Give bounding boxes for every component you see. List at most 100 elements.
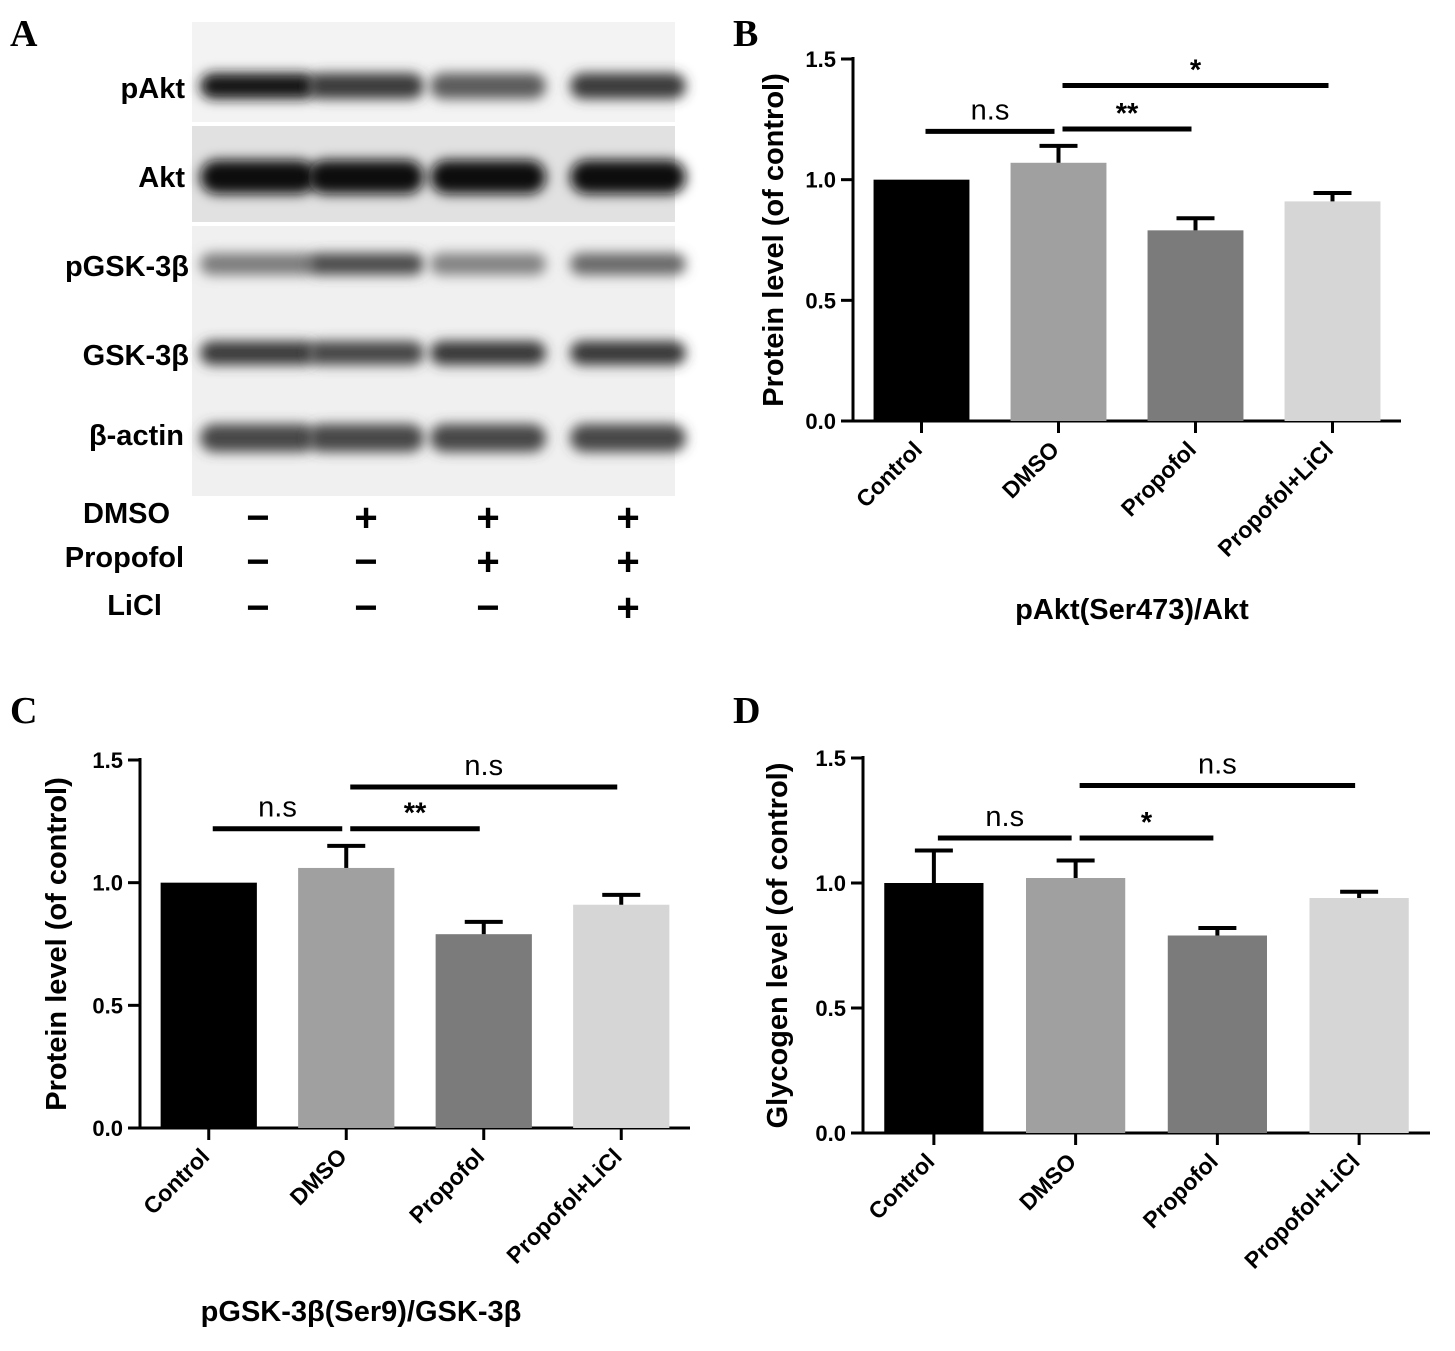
blot-band-actin-lane-4 <box>570 424 686 452</box>
blot-band-akt-lane-2 <box>308 160 424 194</box>
chart-d-category-label-dmso: DMSO <box>1014 1148 1081 1215</box>
blot-band-akt-lane-4 <box>570 160 686 194</box>
band-label-pgsk3b: pGSK-3β <box>65 251 189 283</box>
chart-b-x-axis-title: pAkt(Ser473)/Akt <box>1015 594 1249 626</box>
blot-band-pgsk-3-lane-3 <box>430 253 546 275</box>
bar-chart-c: C 0.0 0.5 1.0 1.5 Protein level (of control)… <box>10 690 690 1328</box>
chart-c-y-axis-title: Protein level (of control) <box>41 777 73 1111</box>
chart-b-bar-dmso <box>1010 162 1107 422</box>
panel-label-d: D <box>733 690 760 732</box>
chart-b-category-label-propofol: Propofol <box>1116 436 1201 521</box>
chart-b-bar-control <box>873 179 970 421</box>
chart-c-bar-control <box>160 882 257 1128</box>
treatment-label-propofol: Propofol <box>65 542 184 574</box>
chart-b-category-label-dmso: DMSO <box>997 436 1064 503</box>
chart-c-significance-label-1: ** <box>404 798 427 830</box>
chart-d-ytick-label-0: 0.0 <box>815 1121 846 1146</box>
membrane-strip-pakt <box>192 22 675 122</box>
treatment-signs: − + + +− − + +− − − + <box>246 496 639 630</box>
chart-c-significance-label-0: n.s <box>258 792 297 824</box>
chart-d-bar-propofol <box>1167 935 1267 1133</box>
blot-band-gsk-3-lane-4 <box>570 341 686 365</box>
chart-c-bar-dmso <box>298 867 395 1128</box>
sign-licl-lane-2: − <box>354 586 377 630</box>
chart-c-category-label-propofol-licl: Propofol+LiCl <box>501 1143 626 1268</box>
panel-label-a: A <box>10 13 38 55</box>
chart-d-category-label-control: Control <box>863 1148 939 1224</box>
band-label-beta-actin: β-actin <box>89 420 184 452</box>
chart-b-significance-label-0: n.s <box>971 94 1010 126</box>
sign-licl-lane-3: − <box>476 586 499 630</box>
chart-c-bar-propofol <box>435 934 532 1128</box>
band-label-gsk3b: GSK-3β <box>83 340 189 372</box>
treatment-label-licl: LiCl <box>107 590 162 622</box>
chart-d-significance-label-1: * <box>1141 807 1153 839</box>
chart-c-category-label-dmso: DMSO <box>285 1143 352 1210</box>
panel-label-b: B <box>733 13 758 55</box>
blot-band-gsk-3-lane-1 <box>200 341 316 365</box>
chart-b-y-axis-title: Protein level (of control) <box>758 73 790 407</box>
blot-band-pakt-lane-4 <box>570 73 686 99</box>
blot-band-pgsk-3-lane-4 <box>570 253 686 275</box>
treatment-table: DMSO Propofol LiCl <box>65 498 184 622</box>
chart-d-bar-propofol-licl <box>1309 898 1409 1133</box>
chart-c-x-axis-title: pGSK-3β(Ser9)/GSK-3β <box>201 1296 522 1328</box>
sign-propofol-lane-2: − <box>354 540 377 584</box>
band-label-akt: Akt <box>138 162 185 194</box>
blot-band-gsk-3-lane-3 <box>430 341 546 365</box>
blot-band-actin-lane-3 <box>430 424 546 452</box>
band-label-pakt: pAkt <box>121 73 186 105</box>
chart-b-significance-label-2: * <box>1190 55 1202 87</box>
sign-propofol-lane-4: + <box>616 540 639 584</box>
chart-c-ytick-label-1: 0.5 <box>92 993 123 1018</box>
western-blot-panel: A pAkt Akt pGSK-3β GSK-3β β-actin DMSO P… <box>10 13 686 630</box>
sign-dmso-lane-4: + <box>616 496 639 540</box>
chart-b-significance-label-1: ** <box>1116 98 1139 130</box>
sign-dmso-lane-2: + <box>354 496 377 540</box>
sign-licl-lane-4: + <box>616 586 639 630</box>
chart-b-ytick-label-3: 1.5 <box>805 47 836 72</box>
chart-b-ytick-label-1: 0.5 <box>805 288 836 313</box>
chart-c-plot: 0.0 0.5 1.0 1.5 Protein level (of control) Co… <box>41 748 690 1328</box>
sign-propofol-lane-1: − <box>246 540 269 584</box>
chart-d-plot: 0.0 0.5 1.0 1.5 Glycogen level (of control) C… <box>762 746 1430 1274</box>
blot-bands <box>200 73 686 452</box>
chart-d-category-label-propofol-licl: Propofol+LiCl <box>1239 1148 1364 1273</box>
chart-d-ytick-label-1: 0.5 <box>815 996 846 1021</box>
sign-propofol-lane-3: + <box>476 540 499 584</box>
chart-b-category-label-propofol-licl: Propofol+LiCl <box>1213 436 1338 561</box>
blot-band-actin-lane-1 <box>200 424 316 452</box>
chart-d-ytick-label-3: 1.5 <box>815 746 846 771</box>
panel-label-c: C <box>10 690 37 732</box>
chart-b-category-label-control: Control <box>851 436 927 512</box>
blot-band-pakt-lane-3 <box>430 73 546 99</box>
blot-band-akt-lane-1 <box>200 160 316 194</box>
chart-c-category-label-propofol: Propofol <box>404 1143 489 1228</box>
chart-d-y-axis-title: Glycogen level (of control) <box>762 763 794 1129</box>
chart-c-category-label-control: Control <box>138 1143 214 1219</box>
chart-c-ytick-label-3: 1.5 <box>92 748 123 773</box>
chart-b-bar-propofol-licl <box>1284 201 1381 421</box>
chart-b-plot: 0.0 0.5 1.0 1.5 Protein level (of control) Co… <box>758 47 1401 626</box>
sign-dmso-lane-3: + <box>476 496 499 540</box>
chart-c-ytick-label-2: 1.0 <box>92 871 123 896</box>
chart-b-ytick-label-2: 1.0 <box>805 168 836 193</box>
chart-d-significance-label-2: n.s <box>1198 749 1237 781</box>
blot-band-pgsk-3-lane-1 <box>200 253 316 275</box>
blot-labels: pAkt Akt pGSK-3β GSK-3β β-actin <box>65 73 189 452</box>
chart-b-ytick-label-0: 0.0 <box>805 409 836 434</box>
chart-d-significance-label-0: n.s <box>985 801 1024 833</box>
bar-chart-b: B 0.0 0.5 1.0 1.5 Protein level (of control)… <box>733 13 1401 626</box>
chart-c-ytick-label-0: 0.0 <box>92 1116 123 1141</box>
blot-band-pgsk-3-lane-2 <box>308 253 424 275</box>
treatment-label-dmso: DMSO <box>83 498 170 530</box>
bar-chart-d: D 0.0 0.5 1.0 1.5 Glycogen level (of control… <box>733 690 1430 1274</box>
sign-licl-lane-1: − <box>246 586 269 630</box>
blot-band-akt-lane-3 <box>430 160 546 194</box>
chart-d-bar-dmso <box>1026 878 1126 1133</box>
blot-band-gsk-3-lane-2 <box>308 341 424 365</box>
blot-band-pakt-lane-1 <box>200 73 316 99</box>
chart-b-bar-propofol <box>1147 230 1244 421</box>
chart-c-bar-propofol-licl <box>573 904 670 1128</box>
